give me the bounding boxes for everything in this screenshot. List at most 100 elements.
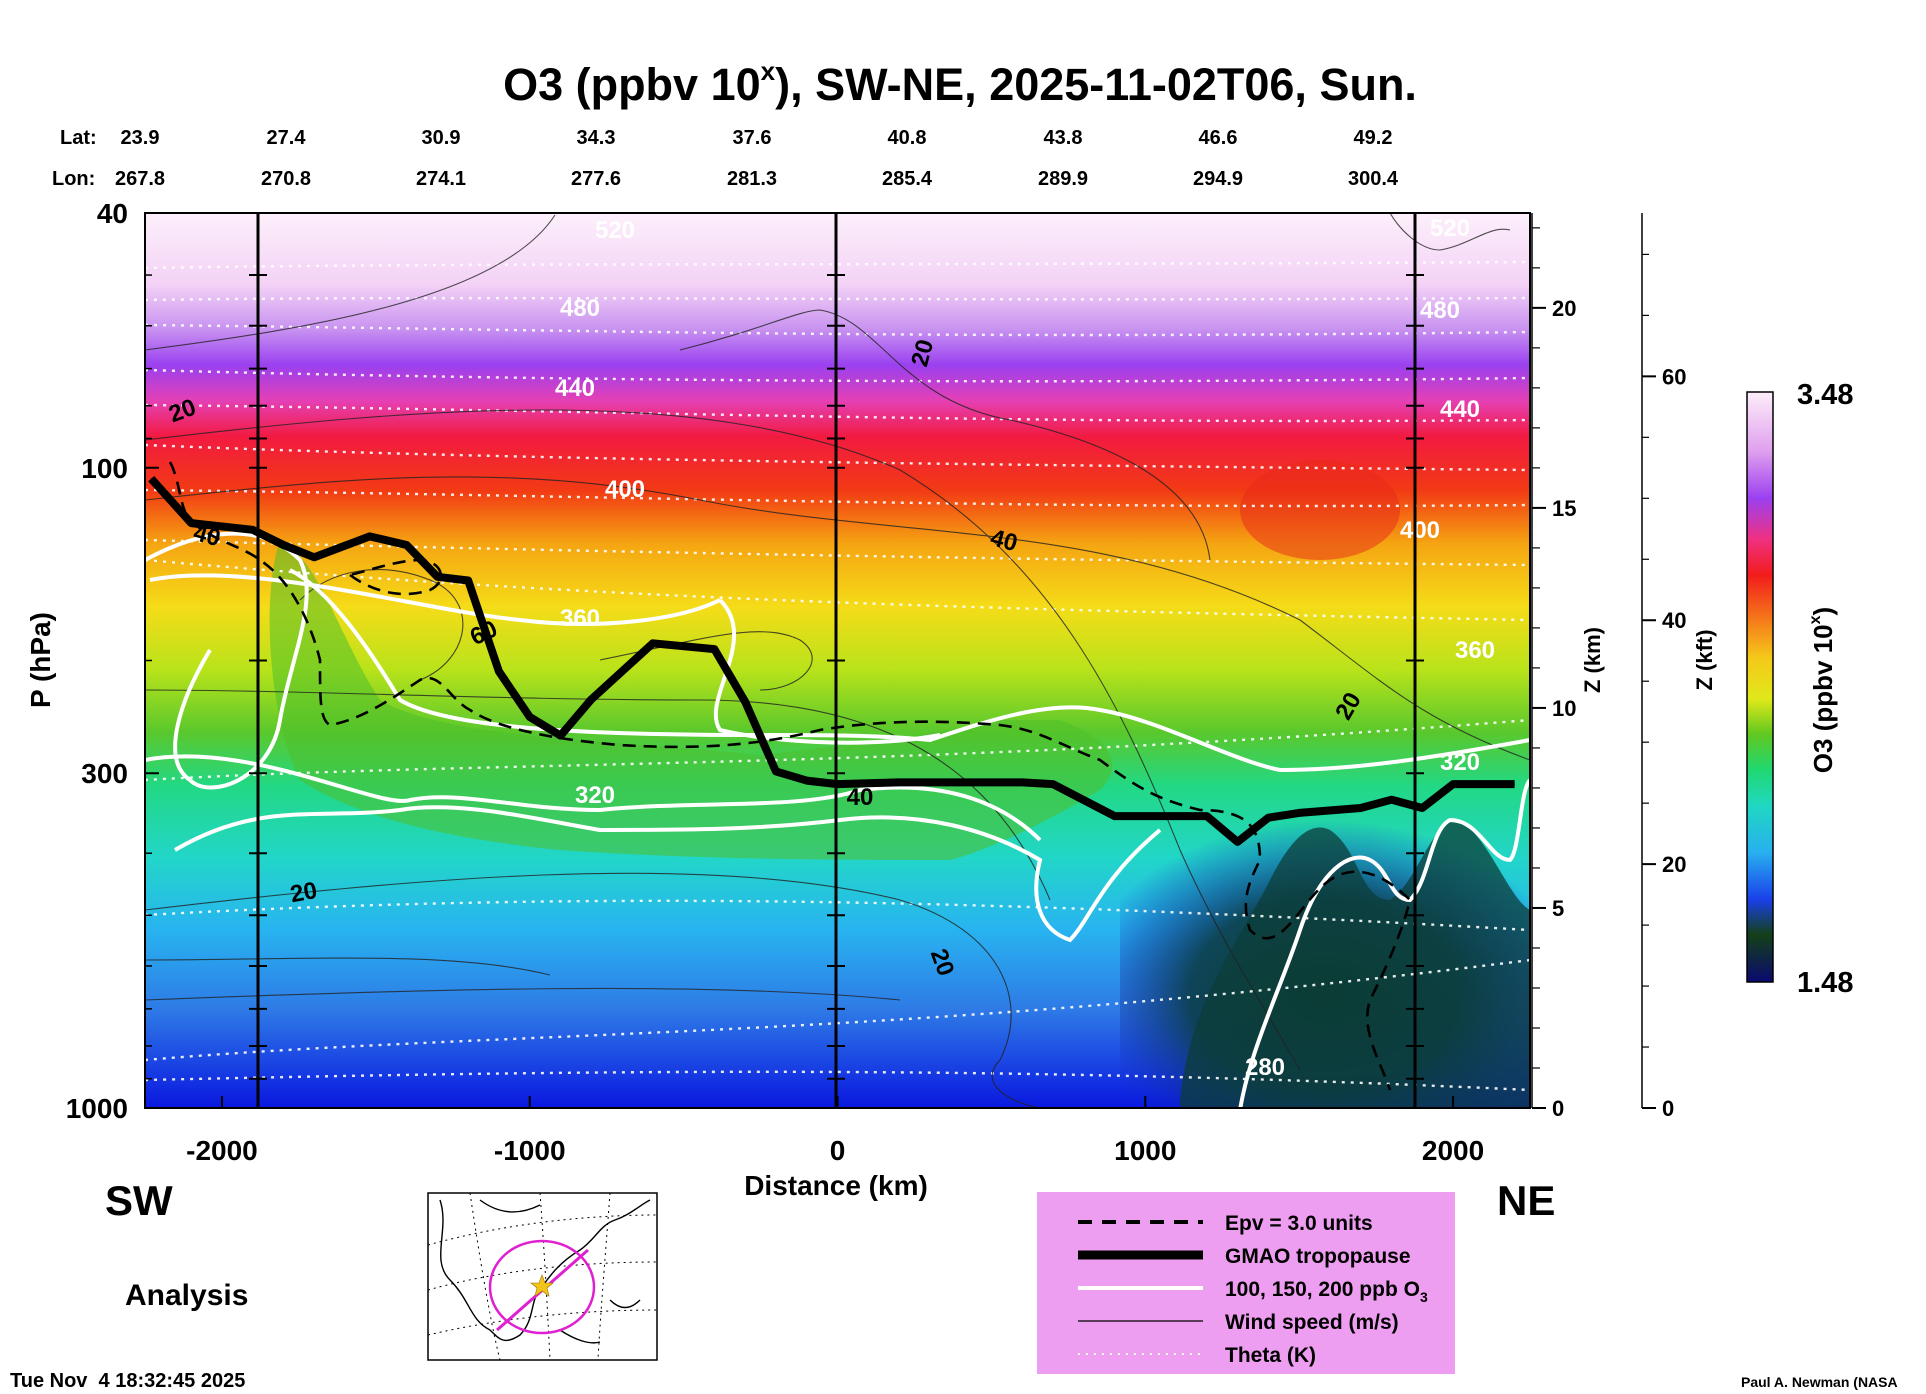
tropopause-point <box>1144 815 1146 817</box>
map-center-star-icon <box>530 1274 554 1297</box>
lon-value: 267.8 <box>115 168 165 190</box>
legend-entries: Epv = 3.0 units GMAO tropopause 100, 150, … <box>1078 1212 1428 1367</box>
theta-contours <box>145 260 1530 1092</box>
z-km-title: Z (km) <box>1580 627 1605 693</box>
chart-title: O3 (ppbv 10x), SW-NE, 2025-11-02T06, Sun… <box>503 56 1417 110</box>
theta-label: 440 <box>1440 396 1480 423</box>
theta-label: 320 <box>1440 749 1480 776</box>
x-axis-ticks: -2000 -1000 0 1000 2000 <box>186 1096 1484 1166</box>
lon-label: Lon: <box>52 168 95 190</box>
lat-value: 46.6 <box>1199 127 1238 149</box>
wind-label: 40 <box>847 784 874 811</box>
theta-label: 400 <box>1400 517 1440 544</box>
credit: Paul A. Newman (NASA <box>1741 1374 1898 1390</box>
tropopause-point <box>1514 783 1516 785</box>
theta-label: 440 <box>555 375 595 402</box>
tropopause-point <box>529 716 531 718</box>
theta-label: 480 <box>1420 297 1460 324</box>
lat-value: 27.4 <box>267 127 307 149</box>
lon-value: 270.8 <box>261 168 311 190</box>
inset-map <box>427 1192 658 1361</box>
legend-label: Theta (K) <box>1225 1344 1316 1367</box>
lat-lon-header: 23.9 27.4 30.9 34.3 37.6 40.8 43.8 46.6 49.2 267.… <box>115 127 1399 190</box>
z-km-tick-label: 0 <box>1552 1096 1564 1121</box>
lat-value: 37.6 <box>733 127 772 149</box>
x-tick-label: -2000 <box>186 1135 258 1166</box>
tropopause-point <box>744 701 746 703</box>
high-ozone-patch <box>1240 460 1400 560</box>
tropopause-point <box>590 698 592 700</box>
theta-label: 360 <box>1455 637 1495 664</box>
p-tick-label: 1000 <box>66 1093 128 1124</box>
tropopause-point <box>898 781 900 783</box>
pressure-axis-ticks: 40 100 300 1000 <box>66 198 159 1124</box>
legend-label: GMAO tropopause <box>1225 1245 1411 1268</box>
lon-value: 281.3 <box>727 168 777 190</box>
ne-label: NE <box>1497 1177 1555 1224</box>
theta-label: 280 <box>1245 1054 1285 1081</box>
z-kft-title: Z (kft) <box>1692 629 1717 690</box>
tropopause-point <box>190 522 192 524</box>
tropopause-point <box>1421 807 1423 809</box>
colorbar-max-label: 3.48 <box>1797 379 1853 411</box>
z-km-tick-label: 5 <box>1552 896 1564 921</box>
p-tick-label: 300 <box>81 758 128 789</box>
z-km-tick-label: 20 <box>1552 296 1576 321</box>
tropopause-point <box>1052 783 1054 785</box>
lat-value: 49.2 <box>1354 127 1393 149</box>
tropopause-point <box>806 780 808 782</box>
lon-value: 294.9 <box>1193 168 1243 190</box>
theta-label: 520 <box>1430 215 1470 242</box>
tropopause-point <box>1298 812 1300 814</box>
legend-label: 100, 150, 200 ppb O3 <box>1225 1278 1428 1305</box>
colorbar <box>1746 391 1774 983</box>
z-km-tick-label: 15 <box>1552 496 1576 521</box>
timestamp: Tue Nov 4 18:32:45 2025 <box>10 1370 245 1392</box>
low-ozone-tongue <box>1180 820 1530 1108</box>
tropopause-point <box>1114 815 1115 817</box>
lat-value: 43.8 <box>1044 127 1083 149</box>
tropopause-point <box>498 670 500 672</box>
lon-value: 289.9 <box>1038 168 1088 190</box>
theta-label: 400 <box>605 476 645 503</box>
theta-label: 320 <box>575 782 615 809</box>
tropopause-point <box>150 478 152 480</box>
ozone-ppb-contours <box>145 531 1530 1108</box>
analysis-label: Analysis <box>125 1279 248 1312</box>
tropopause-point <box>283 544 284 546</box>
z-kft-tick-label: 40 <box>1662 608 1686 633</box>
lat-value: 23.9 <box>121 127 160 149</box>
wind-label: 20 <box>288 877 319 908</box>
theta-label: 360 <box>560 605 600 632</box>
z-km-axis: 0 5 10 15 20 <box>1531 213 1576 1121</box>
tropopause-point <box>313 556 315 558</box>
lon-value: 274.1 <box>416 168 466 190</box>
lon-value: 277.6 <box>571 168 621 190</box>
z-kft-tick-label: 60 <box>1662 364 1686 389</box>
tropopause-point <box>1360 807 1362 809</box>
z-kft-tick-label: 20 <box>1662 852 1686 877</box>
x-tick-label: 0 <box>830 1135 846 1166</box>
p-tick-label: 40 <box>97 198 128 229</box>
wind-speed-contours <box>145 213 1530 1108</box>
map-domain-circle <box>488 1239 596 1335</box>
map-graticule <box>428 1193 657 1360</box>
x-tick-label: 2000 <box>1422 1135 1484 1166</box>
tropopause-point <box>252 529 254 531</box>
tropopause-point <box>436 576 438 578</box>
y-axis-title: P (hPa) <box>25 612 56 708</box>
tropopause-point <box>1391 799 1392 801</box>
tropopause-points <box>150 478 1516 843</box>
z-kft-tick-label: 0 <box>1662 1096 1674 1121</box>
x-tick-label: -1000 <box>494 1135 566 1166</box>
reference-line-ticks <box>249 212 1424 1109</box>
lat-value: 40.8 <box>888 127 927 149</box>
legend: Epv = 3.0 units GMAO tropopause 100, 150, … <box>1037 1192 1455 1374</box>
legend-label: Wind speed (m/s) <box>1225 1311 1399 1334</box>
colorbar-min-label: 1.48 <box>1797 967 1853 999</box>
tropopause-point <box>467 580 469 582</box>
p-tick-label: 100 <box>81 453 128 484</box>
gmao-tropopause-line <box>148 476 1515 846</box>
theta-label: 480 <box>560 295 600 322</box>
